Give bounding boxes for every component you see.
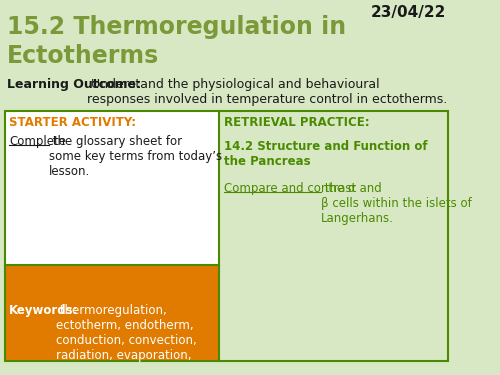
Bar [4,111,219,265]
Text: Compare and contrast: Compare and contrast [224,182,356,195]
Text: Understand the physiological and behavioural
responses involved in temperature c: Understand the physiological and behavio… [87,78,447,106]
Text: the glossary sheet for
some key terms from today’s
lesson.: the glossary sheet for some key terms fr… [49,135,222,178]
Text: STARTER ACTIVITY:: STARTER ACTIVITY: [9,116,136,129]
Text: Complete: Complete [9,135,66,148]
Text: Keywords:: Keywords: [9,304,78,317]
Text: 15.2 Thermoregulation in: 15.2 Thermoregulation in [7,15,346,39]
Text: 14.2 Structure and Function of
the Pancreas: 14.2 Structure and Function of the Pancr… [224,140,428,168]
Text: Ectotherms: Ectotherms [7,44,160,68]
Text: RETRIEVAL PRACTICE:: RETRIEVAL PRACTICE: [224,116,370,129]
Text: Learning Outcome:: Learning Outcome: [7,78,141,91]
Bar [4,265,219,361]
Text: thermoregulation,
ectotherm, endotherm,
conduction, convection,
radiation, evapo: thermoregulation, ectotherm, endotherm, … [56,304,197,362]
Text: 23/04/22: 23/04/22 [371,5,446,20]
Text: the α and
β cells within the islets of
Langerhans.: the α and β cells within the islets of L… [320,182,472,225]
Bar [219,111,448,361]
Bar [4,111,448,361]
